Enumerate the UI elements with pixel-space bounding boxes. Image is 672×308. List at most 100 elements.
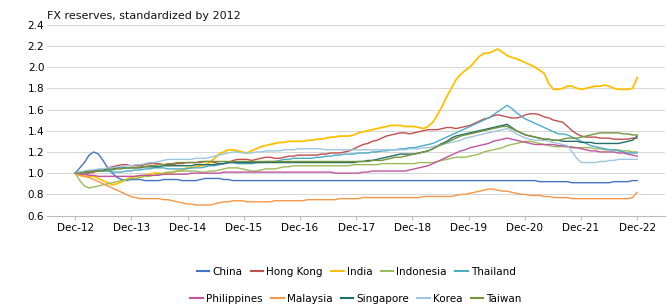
Indonesia	[71, 171, 79, 175]
Korea	[596, 160, 604, 163]
Taiwan	[71, 171, 79, 175]
Malaysia	[633, 190, 641, 194]
Indonesia	[85, 186, 93, 190]
China	[257, 179, 265, 182]
Line: China: China	[75, 152, 637, 183]
Korea	[71, 171, 79, 175]
Hong Kong	[624, 137, 632, 141]
Singapore	[633, 134, 641, 138]
Malaysia	[596, 197, 604, 201]
Thailand	[429, 142, 437, 145]
Thailand	[596, 146, 604, 150]
Line: India: India	[75, 49, 637, 185]
Philippines	[503, 136, 511, 140]
Korea	[633, 157, 641, 161]
Hong Kong	[633, 136, 641, 140]
India	[433, 113, 442, 117]
Philippines	[433, 160, 442, 163]
Malaysia	[257, 200, 265, 204]
Thailand	[378, 149, 386, 153]
Korea	[201, 156, 209, 160]
Thailand	[503, 103, 511, 107]
China	[601, 181, 609, 184]
Line: Taiwan: Taiwan	[75, 127, 637, 173]
Thailand	[252, 161, 260, 164]
Singapore	[596, 142, 604, 145]
China	[624, 180, 632, 184]
Philippines	[601, 150, 609, 154]
Taiwan	[619, 132, 627, 136]
Hong Kong	[382, 134, 390, 138]
Korea	[378, 148, 386, 152]
Korea	[252, 150, 260, 154]
Philippines	[257, 170, 265, 174]
Taiwan	[429, 147, 437, 151]
Singapore	[252, 161, 260, 164]
Line: Indonesia: Indonesia	[75, 141, 637, 188]
Hong Kong	[71, 171, 79, 175]
Taiwan	[252, 160, 260, 163]
Thailand	[633, 151, 641, 155]
Hong Kong	[257, 156, 265, 160]
Indonesia	[257, 168, 265, 172]
China	[633, 179, 641, 182]
Line: Malaysia: Malaysia	[75, 173, 637, 205]
India	[257, 145, 265, 148]
Hong Kong	[206, 160, 214, 163]
Malaysia	[619, 197, 627, 201]
China	[206, 176, 214, 180]
India	[71, 171, 79, 175]
China	[433, 179, 442, 182]
India	[108, 183, 116, 187]
Korea	[619, 157, 627, 161]
Indonesia	[382, 162, 390, 165]
Hong Kong	[433, 128, 442, 132]
Taiwan	[378, 159, 386, 162]
Malaysia	[71, 171, 79, 175]
Taiwan	[596, 131, 604, 135]
China	[89, 150, 97, 154]
Hong Kong	[601, 136, 609, 140]
Line: Thailand: Thailand	[75, 105, 637, 173]
Indonesia	[206, 169, 214, 173]
China	[71, 171, 79, 175]
China	[568, 181, 576, 184]
Singapore	[619, 140, 627, 144]
Korea	[503, 127, 511, 131]
Philippines	[382, 169, 390, 173]
Indonesia	[624, 149, 632, 153]
Hong Kong	[526, 112, 534, 116]
Korea	[429, 145, 437, 148]
Hong Kong	[76, 172, 84, 176]
Line: Korea: Korea	[75, 129, 637, 173]
Indonesia	[601, 148, 609, 152]
Taiwan	[633, 133, 641, 137]
Thailand	[201, 165, 209, 169]
Legend: Philippines, Malaysia, Singapore, Korea, Taiwan: Philippines, Malaysia, Singapore, Korea,…	[186, 290, 526, 308]
Indonesia	[433, 160, 442, 163]
Malaysia	[192, 203, 200, 207]
Singapore	[71, 171, 79, 175]
Malaysia	[433, 195, 442, 198]
Philippines	[633, 154, 641, 158]
Taiwan	[201, 160, 209, 163]
Indonesia	[633, 150, 641, 154]
China	[382, 179, 390, 182]
India	[601, 83, 609, 87]
Thailand	[619, 150, 627, 154]
India	[624, 87, 632, 91]
Malaysia	[382, 196, 390, 199]
India	[206, 161, 214, 164]
India	[382, 125, 390, 128]
Indonesia	[521, 140, 530, 143]
Thailand	[71, 171, 79, 175]
Singapore	[378, 156, 386, 160]
Singapore	[201, 163, 209, 167]
Malaysia	[206, 203, 214, 207]
India	[633, 76, 641, 79]
Line: Singapore: Singapore	[75, 124, 637, 173]
India	[494, 47, 502, 51]
Philippines	[206, 171, 214, 175]
Philippines	[624, 152, 632, 156]
Singapore	[429, 147, 437, 151]
